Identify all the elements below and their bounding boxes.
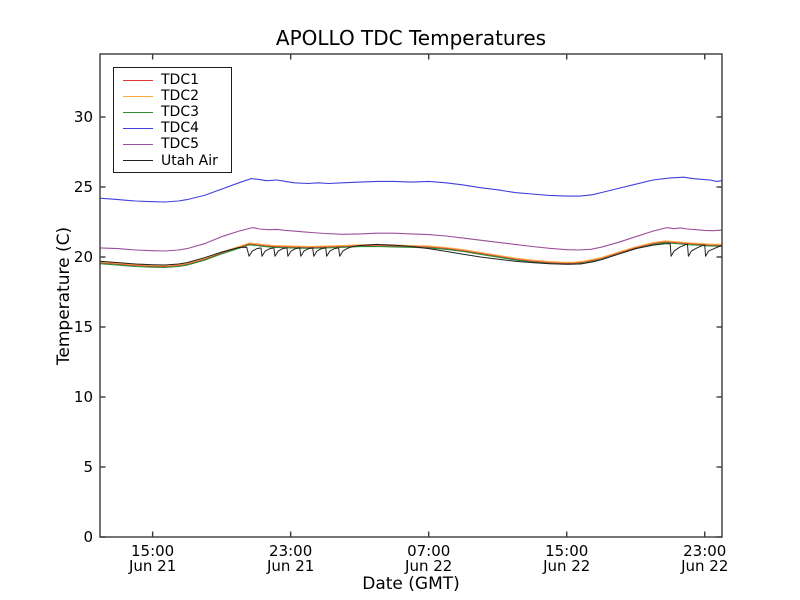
legend-line-swatch [123, 160, 153, 162]
y-tick-label: 30 [74, 108, 93, 126]
legend-line-swatch [123, 79, 153, 81]
x-axis-label: Date (GMT) [362, 574, 460, 594]
y-tick-label: 25 [74, 178, 93, 196]
x-tick-label-date: Jun 22 [542, 557, 590, 575]
axes-frame [99, 53, 723, 538]
legend-label: Utah Air [161, 152, 218, 169]
legend-item-utah-air: Utah Air [114, 152, 231, 169]
legend-line-swatch [123, 143, 153, 145]
legend-item-tdc5: TDC5 [114, 136, 231, 152]
legend-item-tdc2: TDC2 [114, 88, 231, 104]
legend-line-swatch [123, 111, 153, 113]
y-tick-label: 5 [83, 458, 93, 476]
legend: TDC1 TDC2 TDC3 TDC4 TDC5 Utah Air [113, 67, 232, 173]
x-tick-label-date: Jun 21 [128, 557, 176, 575]
legend-item-tdc3: TDC3 [114, 104, 231, 120]
chart-title: APOLLO TDC Temperatures [275, 26, 547, 50]
y-tick-label: 10 [74, 388, 93, 406]
legend-item-tdc1: TDC1 [114, 72, 231, 88]
legend-item-tdc4: TDC4 [114, 120, 231, 136]
legend-line-swatch [123, 95, 153, 97]
y-axis-label: Temperature (C) [54, 226, 74, 366]
series-line-utah-air [99, 243, 723, 266]
x-tick-label-time: 07:00 [407, 542, 450, 560]
y-tick-label: 0 [83, 528, 93, 546]
y-tick-label: 15 [74, 318, 93, 336]
legend-label: TDC5 [161, 136, 200, 153]
series-line-tdc2 [99, 240, 723, 267]
x-tick-label-date: Jun 22 [404, 557, 452, 575]
series-line-tdc1 [99, 241, 723, 268]
x-tick-label-time: 23:00 [269, 542, 312, 560]
series-line-tdc4 [99, 176, 723, 203]
x-tick-label-time: 15:00 [131, 542, 174, 560]
x-tick-label-time: 15:00 [545, 542, 588, 560]
x-tick-label-time: 23:00 [683, 542, 726, 560]
legend-label: TDC2 [161, 88, 200, 105]
x-tick-label-date: Jun 22 [680, 557, 728, 575]
legend-line-swatch [123, 127, 153, 129]
x-tick-label-date: Jun 21 [266, 557, 314, 575]
legend-label: TDC4 [161, 120, 200, 137]
legend-label: TDC3 [161, 104, 200, 121]
y-tick-label: 20 [74, 248, 93, 266]
legend-label: TDC1 [161, 72, 200, 89]
series-line-tdc5 [99, 227, 723, 252]
